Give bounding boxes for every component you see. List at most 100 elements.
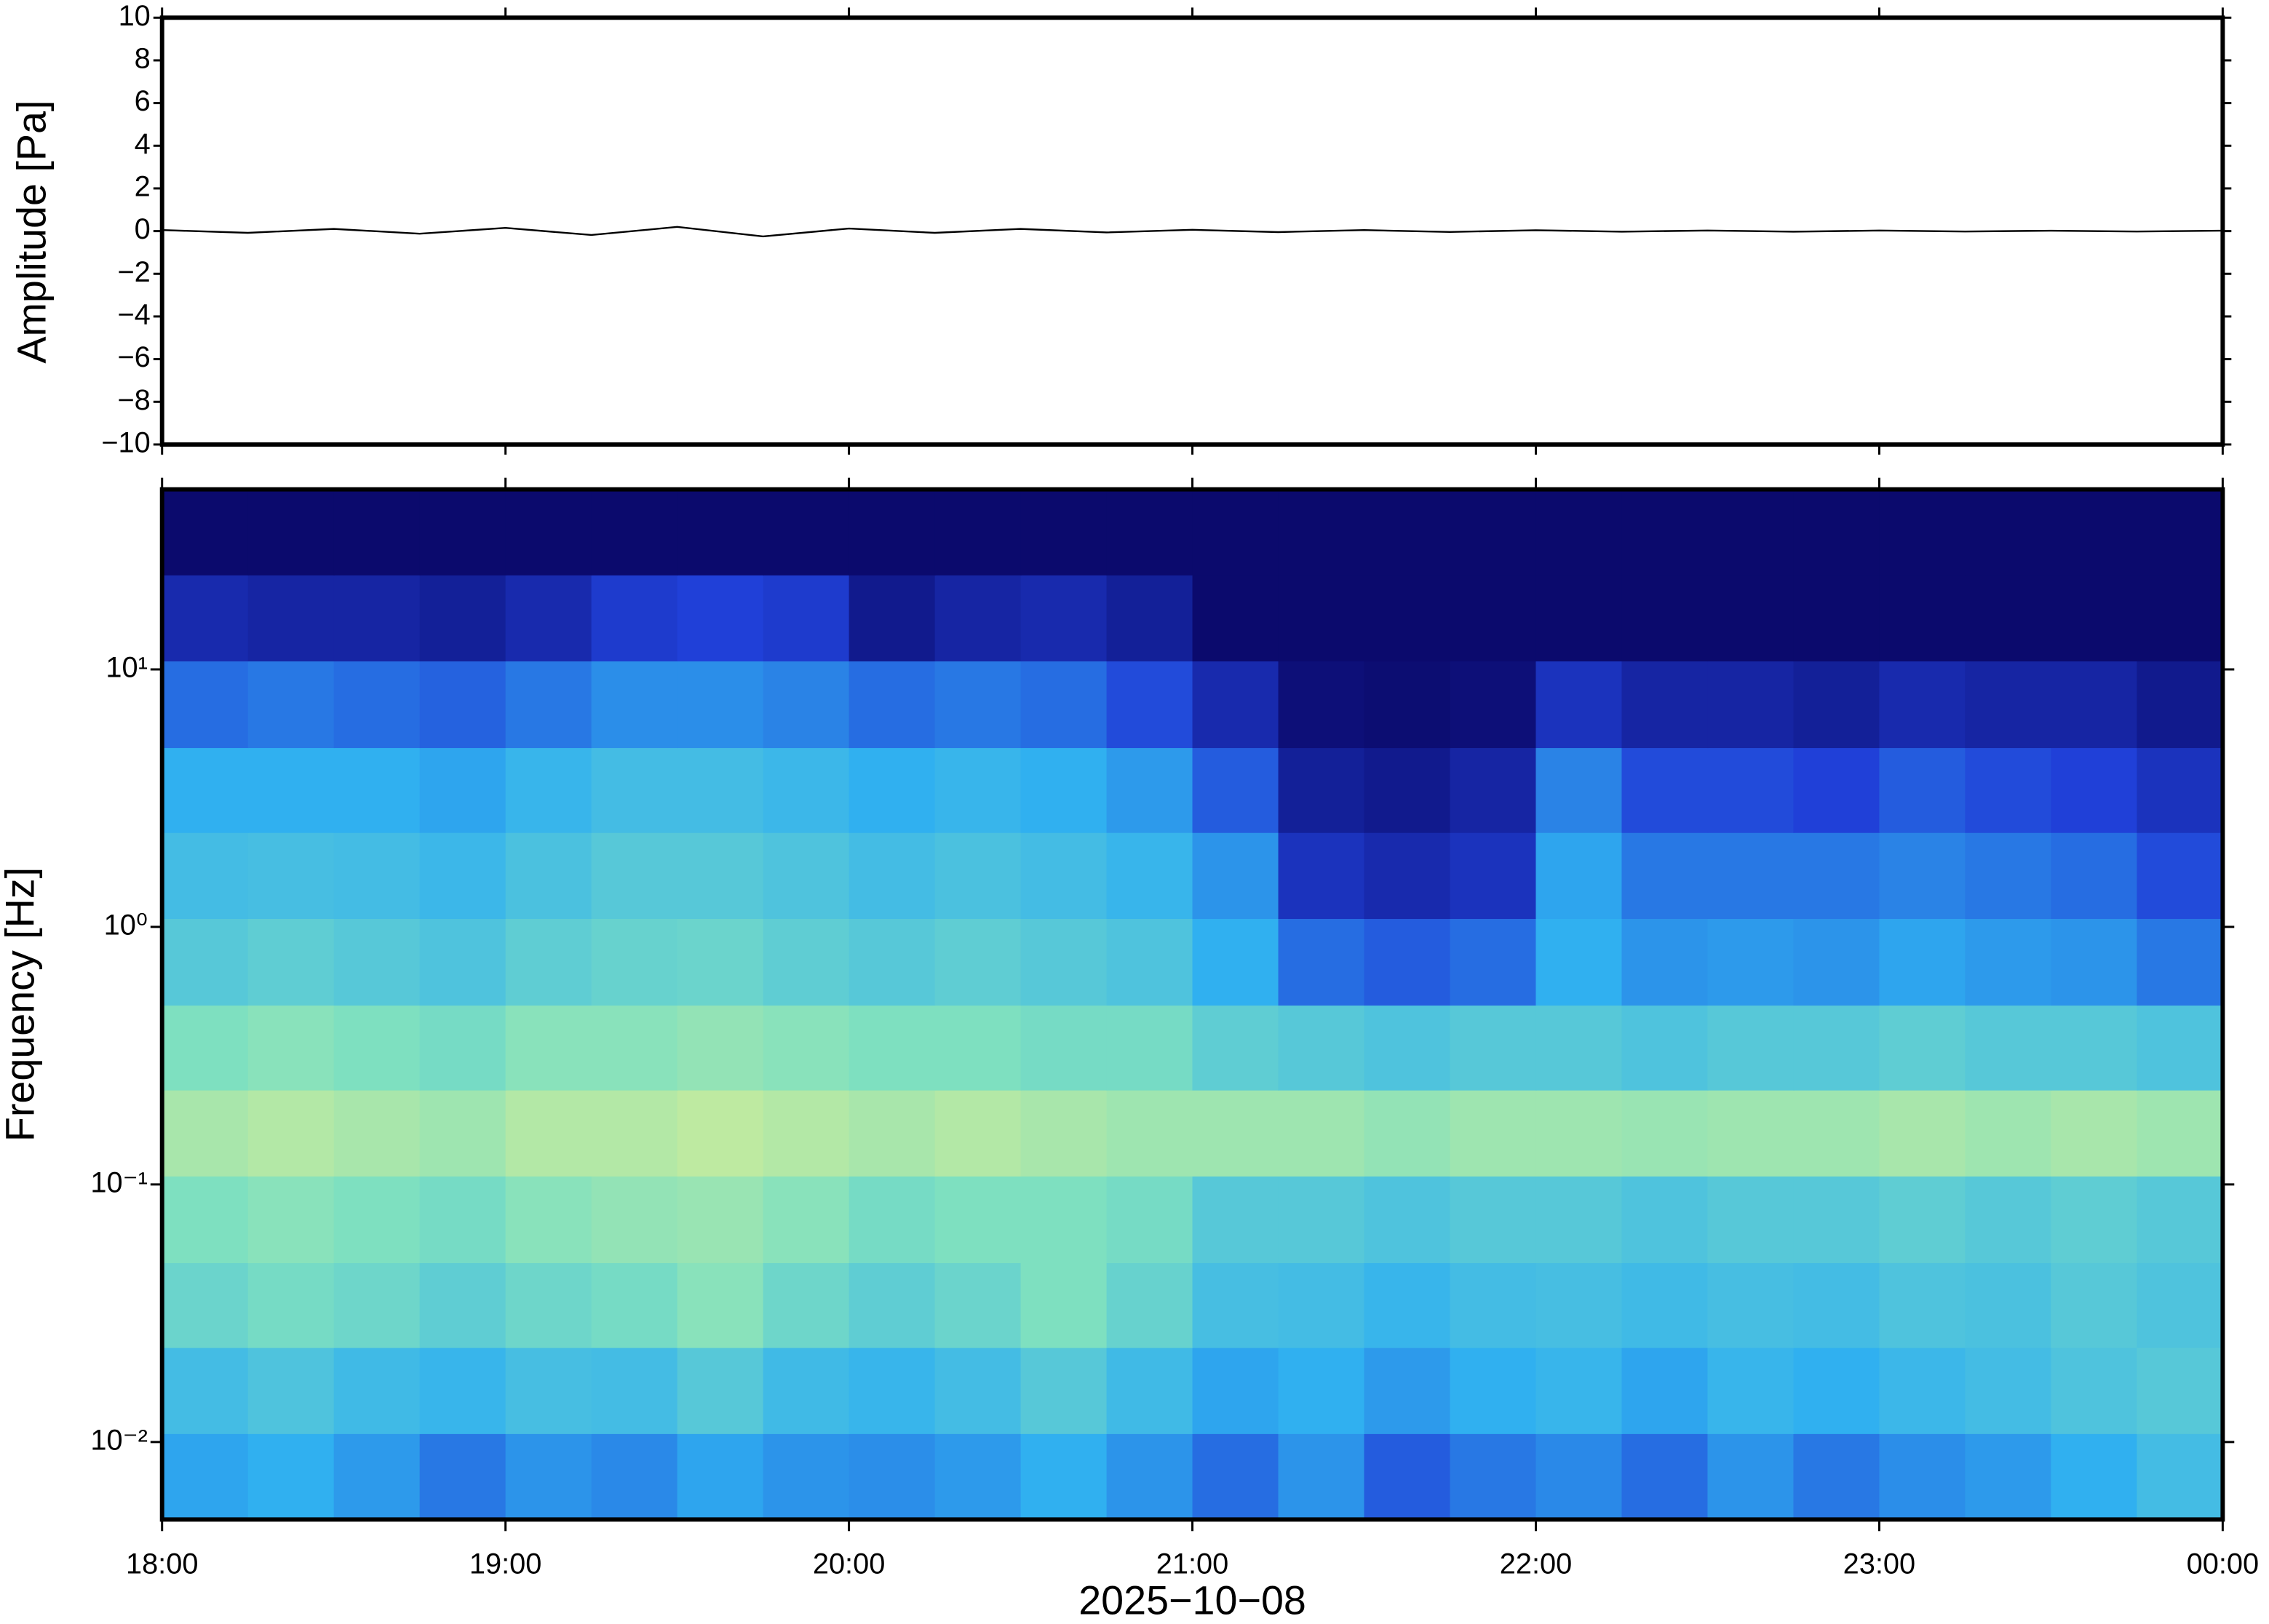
spectrogram-cell <box>1965 489 2052 576</box>
spectrogram-cell <box>333 661 421 749</box>
spectrogram-cell <box>677 574 764 662</box>
spectrogram-cell <box>763 1089 850 1177</box>
spectrogram-cell <box>677 747 764 833</box>
spectrogram-cell <box>505 574 592 662</box>
spectrogram-cell <box>1192 747 1279 833</box>
spectrogram-cell <box>1020 1433 1108 1521</box>
spectrogram-cell <box>677 1089 764 1177</box>
spectrogram-cell <box>1364 1175 1451 1263</box>
spectrogram-cell <box>1106 832 1193 919</box>
spectrogram-cell <box>247 574 335 662</box>
spectrogram-cell <box>591 1347 678 1434</box>
spectrogram-cell <box>1106 1005 1193 1091</box>
spectrogram-cell <box>1106 1433 1193 1521</box>
spectrogram-cell <box>1879 747 1966 833</box>
y-axis-label: Frequency [Hz] <box>0 867 43 1142</box>
spectrogram-cell <box>1278 574 1365 662</box>
spectrogram-cell <box>1020 489 1108 576</box>
spectrogram-cell <box>2137 574 2224 662</box>
spectrogram-cell <box>1879 574 1966 662</box>
x-tick-label: 00:00 <box>2187 1548 2260 1580</box>
spectrogram-cell <box>1106 747 1193 833</box>
spectrogram-cell <box>1020 918 1108 1006</box>
spectrogram-cell <box>591 1175 678 1263</box>
y-tick-label: −4 <box>117 298 150 330</box>
spectrogram-cell <box>1192 1433 1279 1521</box>
spectrogram-cell <box>1621 1089 1709 1177</box>
spectrogram-cell <box>162 1175 249 1263</box>
spectrogram-cell <box>1450 832 1537 919</box>
spectrogram-cell <box>162 1262 249 1348</box>
spectrogram-cell <box>1535 1262 1623 1348</box>
spectrogram-cell <box>1192 1347 1279 1434</box>
spectrogram-cell <box>1965 1433 2052 1521</box>
spectrogram-cell <box>419 574 506 662</box>
spectrogram-cell <box>2051 832 2138 919</box>
spectrogram-cell <box>1192 574 1279 662</box>
spectrogram-cell <box>849 747 936 833</box>
spectrogram-cell <box>1278 1433 1365 1521</box>
spectrogram-cell <box>1020 574 1108 662</box>
spectrogram-cell <box>591 832 678 919</box>
spectrogram-cell <box>1621 832 1709 919</box>
spectrogram-cell <box>505 1347 592 1434</box>
spectrogram-cell <box>677 1433 764 1521</box>
spectrogram-cell <box>1020 1262 1108 1348</box>
spectrogram-cell <box>677 1175 764 1263</box>
spectrogram-cell <box>2137 1347 2224 1434</box>
spectrogram-cell <box>1192 661 1279 749</box>
spectrogram-cell <box>1106 1262 1193 1348</box>
spectrogram-cell <box>1793 1175 1880 1263</box>
spectrogram-cell <box>1879 832 1966 919</box>
spectrogram-cell <box>763 1262 850 1348</box>
spectrogram-cell <box>1535 1433 1623 1521</box>
spectrogram-cell <box>1793 918 1880 1006</box>
spectrogram-cell <box>677 661 764 749</box>
spectrogram-cell <box>162 918 249 1006</box>
spectrogram-cell <box>247 832 335 919</box>
spectrogram-cell <box>1106 661 1193 749</box>
spectrogram-cell <box>1278 918 1365 1006</box>
spectrogram-cell <box>1965 1347 2052 1434</box>
spectrogram-cell <box>849 1089 936 1177</box>
spectrogram-cell <box>1965 1175 2052 1263</box>
spectrogram-cell <box>2137 747 2224 833</box>
spectrogram-cell <box>1192 832 1279 919</box>
spectrogram-cell <box>1278 1175 1365 1263</box>
spectrogram-cell <box>1707 1347 1795 1434</box>
spectrogram-cell <box>1450 1262 1537 1348</box>
spectrogram-cell <box>677 1347 764 1434</box>
spectrogram-cell <box>162 832 249 919</box>
spectrogram-cell <box>247 1089 335 1177</box>
spectrogram-cell <box>1535 574 1623 662</box>
spectrogram-cell <box>1793 1089 1880 1177</box>
y-tick-label: 4 <box>135 128 151 160</box>
spectrogram-cell <box>849 832 936 919</box>
spectrogram-cell <box>849 661 936 749</box>
y-tick-label: 10¹ <box>106 651 147 683</box>
spectrogram-cell <box>333 1089 421 1177</box>
spectrogram-cell <box>2051 1089 2138 1177</box>
spectrogram-cell <box>505 1175 592 1263</box>
spectrogram-cell <box>1278 489 1365 576</box>
spectrogram-cell <box>162 489 249 576</box>
y-tick-label: 10⁰ <box>104 909 148 941</box>
spectrogram-cell <box>1707 574 1795 662</box>
spectrogram-cell <box>419 489 506 576</box>
spectrogram-cell <box>162 661 249 749</box>
spectrogram-cell <box>505 832 592 919</box>
spectrogram-cell <box>1535 1089 1623 1177</box>
spectrogram-cell <box>1192 1262 1279 1348</box>
spectrogram-cell <box>247 1262 335 1348</box>
y-tick-label: 0 <box>135 213 151 245</box>
spectrogram-cell <box>1192 1175 1279 1263</box>
spectrogram-cell <box>677 489 764 576</box>
spectrogram-cell <box>591 574 678 662</box>
spectrogram-cell <box>2137 1089 2224 1177</box>
spectrogram-cell <box>333 1005 421 1091</box>
spectrogram-cell <box>677 1005 764 1091</box>
spectrogram-cell <box>1535 661 1623 749</box>
spectrogram-cell <box>1707 747 1795 833</box>
spectrogram-cell <box>1278 1262 1365 1348</box>
spectrogram-cell <box>1020 661 1108 749</box>
